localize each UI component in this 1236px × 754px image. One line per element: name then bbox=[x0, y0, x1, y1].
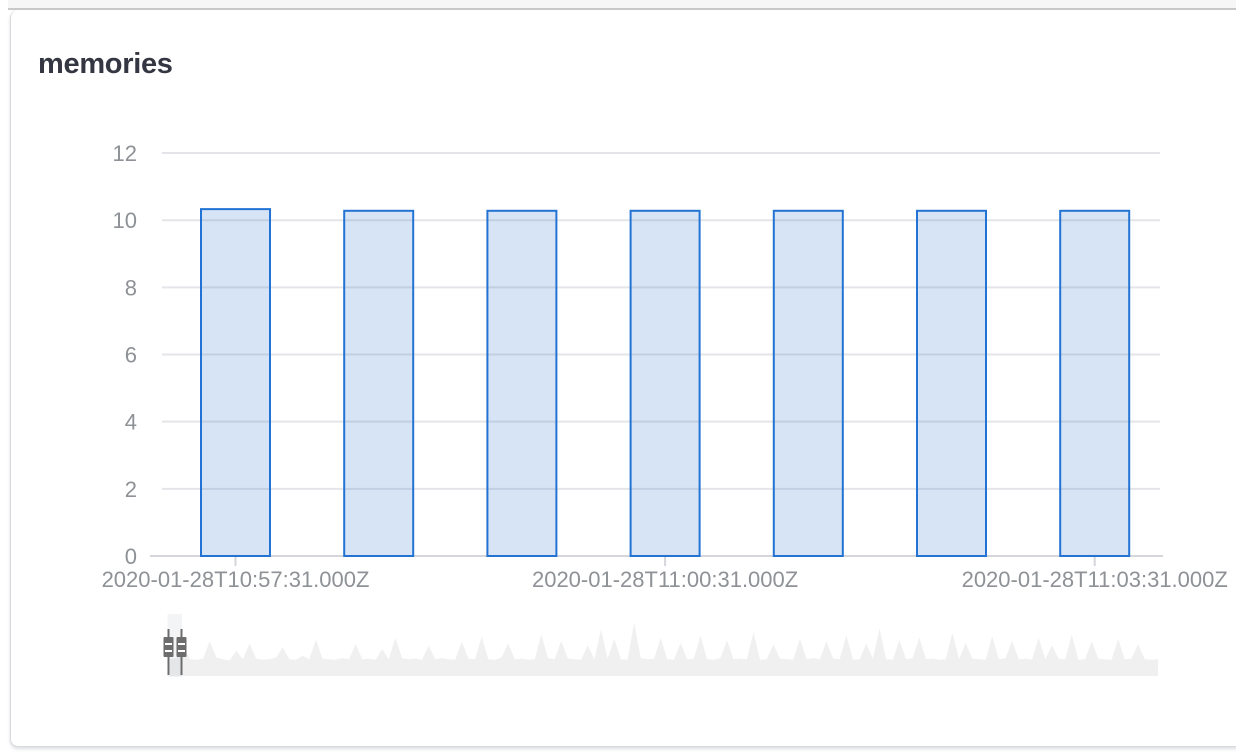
y-tick-label: 6 bbox=[125, 343, 137, 368]
y-tick-label: 10 bbox=[113, 208, 137, 233]
brush-handle-grip[interactable] bbox=[176, 637, 187, 657]
brush-selection[interactable] bbox=[167, 614, 183, 677]
x-tick-label: 2020-01-28T11:00:31.000Z bbox=[532, 567, 798, 592]
upper-panel-bottom-edge bbox=[8, 0, 1236, 10]
y-tick-label: 2 bbox=[125, 477, 137, 502]
brush-handle[interactable] bbox=[163, 629, 174, 675]
x-tick-label: 2020-01-28T11:03:31.000Z bbox=[962, 567, 1228, 592]
y-tick-label: 8 bbox=[125, 275, 137, 300]
bar[interactable] bbox=[772, 209, 844, 557]
y-tick-label: 12 bbox=[113, 141, 137, 166]
x-tick-label: 2020-01-28T10:57:31.000Z bbox=[102, 567, 370, 592]
bar[interactable] bbox=[629, 209, 701, 557]
bar[interactable] bbox=[200, 208, 271, 558]
brush-sparkline bbox=[170, 622, 1158, 676]
panel-title: memories bbox=[38, 48, 173, 80]
bar[interactable] bbox=[486, 209, 558, 557]
visualization-panel: memories bbox=[10, 10, 1236, 747]
bar[interactable] bbox=[343, 209, 415, 557]
brush-handle-grip[interactable] bbox=[163, 637, 174, 657]
bar[interactable] bbox=[916, 209, 987, 557]
y-tick-label: 4 bbox=[125, 410, 137, 435]
y-tick-label: 0 bbox=[125, 544, 137, 569]
bar[interactable] bbox=[1059, 209, 1131, 557]
brush-handle[interactable] bbox=[176, 629, 187, 675]
